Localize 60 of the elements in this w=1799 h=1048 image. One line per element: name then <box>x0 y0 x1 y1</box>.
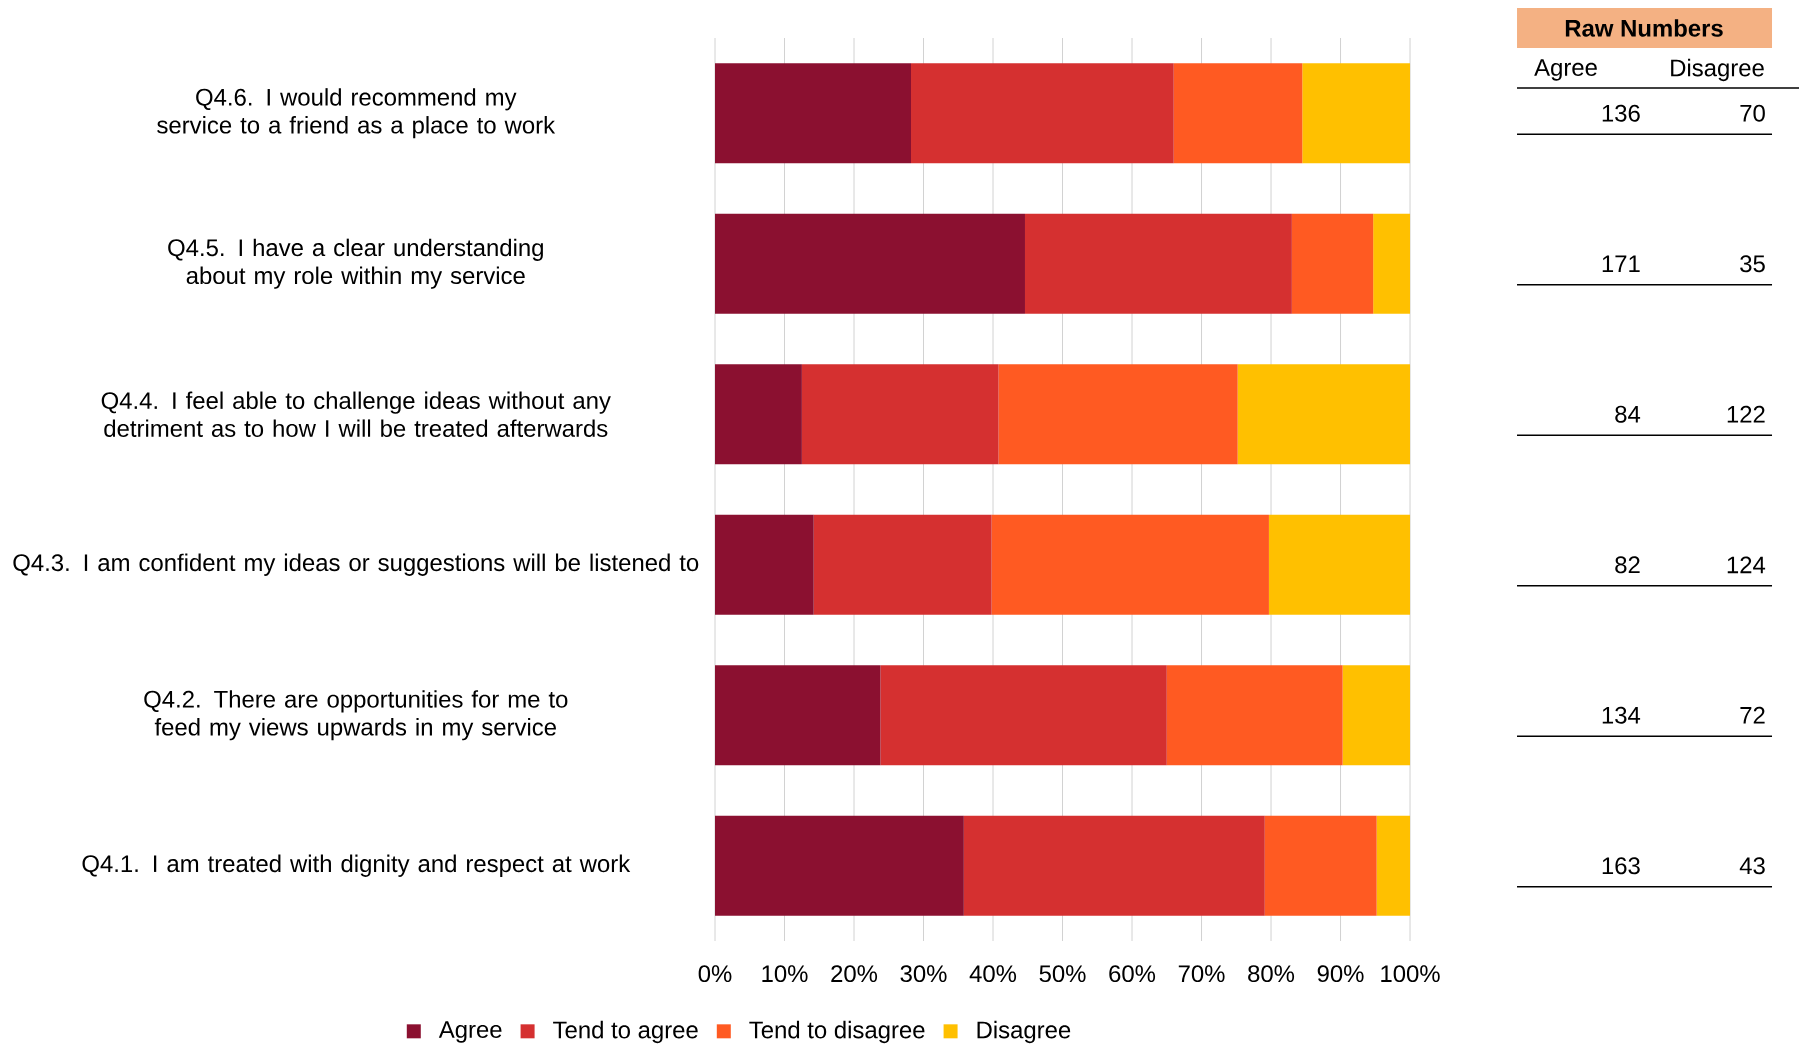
bar <box>1373 213 1411 314</box>
bar <box>813 514 992 615</box>
x-tick-label: 30% <box>900 965 947 983</box>
bar <box>1024 213 1292 314</box>
x-tick-label: 100% <box>1381 965 1440 983</box>
x-tick-label: 40% <box>969 965 1017 983</box>
bar <box>715 63 911 164</box>
bar <box>715 213 1025 314</box>
y-tick-label: Q4.1. I am treated with dignity and respect at work <box>82 854 631 877</box>
y-tick-label: Q4.5. I have a clear understanding about my role within my service <box>168 238 543 289</box>
text: 70 <box>1740 104 1765 122</box>
text: Disagree <box>1671 58 1764 82</box>
bar <box>1173 63 1303 164</box>
bar <box>715 514 814 615</box>
bar <box>715 364 802 465</box>
bar <box>1268 514 1411 615</box>
text: 124 <box>1727 556 1766 574</box>
bar <box>991 514 1269 615</box>
bar <box>911 63 1174 164</box>
bar <box>1264 815 1377 916</box>
text: 72 <box>1740 706 1765 724</box>
y-tick-label: Q4.3. I am confident my ideas or suggestions will be listened to <box>13 553 699 576</box>
bar <box>963 815 1265 916</box>
y-tick-label: Q4.6. I would recommend my service to a friend as a place to work <box>157 88 556 139</box>
y-tick-label: Q4.4. I feel able to challenge ideas without any detriment as to how I will be treated afterwards <box>101 391 611 437</box>
bar <box>1166 665 1343 766</box>
x-tick-label: 80% <box>1248 965 1295 983</box>
bar <box>880 665 1167 766</box>
legend-label: Agree <box>438 1021 502 1043</box>
x-tick-label: 50% <box>1039 965 1086 983</box>
x-tick-label: 10% <box>762 965 808 983</box>
text: Agree <box>1534 59 1597 81</box>
x-tick-label: 20% <box>831 965 878 983</box>
bar <box>1302 63 1411 164</box>
bar <box>715 665 881 766</box>
text: 82 <box>1615 556 1640 574</box>
legend-label: Disagree <box>977 1020 1071 1044</box>
legend-label: Tend to disagree <box>749 1020 925 1044</box>
text: 122 <box>1727 405 1765 423</box>
bar <box>715 815 964 916</box>
bar <box>1342 665 1411 766</box>
text: 163 <box>1602 857 1640 875</box>
bar <box>1376 815 1411 916</box>
text: 35 <box>1740 255 1765 273</box>
text: 84 <box>1615 405 1641 423</box>
text: 136 <box>1602 104 1640 122</box>
text: Raw Numbers <box>1565 19 1723 37</box>
x-tick-label: 70% <box>1178 965 1225 983</box>
x-tick-label: 60% <box>1109 965 1156 983</box>
text: 134 <box>1602 706 1641 724</box>
text: 171 <box>1602 255 1640 273</box>
text: 43 <box>1739 857 1765 875</box>
x-tick-label: 90% <box>1317 965 1364 983</box>
y-tick-label: Q4.2. There are opportunities for me to feed my views upwards in my service <box>144 690 568 741</box>
legend-label: Tend to agree <box>553 1020 698 1044</box>
bar <box>1291 213 1374 314</box>
x-tick-label: 0% <box>698 965 732 983</box>
bar <box>1237 364 1411 465</box>
bar <box>801 364 999 465</box>
bar <box>998 364 1238 465</box>
